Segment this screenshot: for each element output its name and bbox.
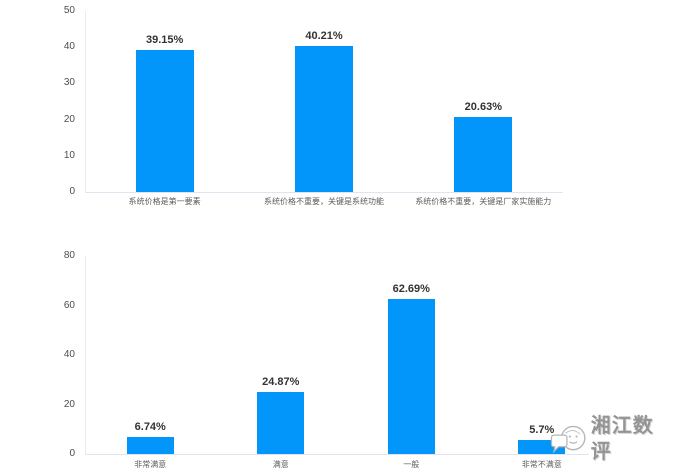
x-category-label: 一般 <box>403 460 420 469</box>
y-axis-line <box>85 256 86 454</box>
bar-value-label: 20.63% <box>464 101 502 114</box>
x-category-label: 系统价格不重要，关键是厂家实施能力 <box>415 197 552 206</box>
y-tick-label: 40 <box>63 41 75 53</box>
bar-value-label: 40.21% <box>305 30 343 43</box>
x-category-label: 非常不满意 <box>521 460 562 469</box>
y-tick-label: 80 <box>63 250 75 261</box>
y-tick-label: 0 <box>69 448 75 459</box>
chat-bubble-sketch-icon <box>550 425 586 454</box>
bar <box>454 117 513 192</box>
bar <box>257 392 305 454</box>
bar <box>387 298 435 454</box>
x-axis-line <box>85 454 607 455</box>
y-tick-label: 0 <box>69 186 75 197</box>
y-tick-label: 20 <box>63 398 75 410</box>
bar-value-label: 24.87% <box>262 376 300 389</box>
bar-value-label: 6.74% <box>134 421 166 434</box>
bar-value-label: 62.69% <box>392 282 430 295</box>
y-tick-label: 40 <box>63 349 75 360</box>
bar-value-label: 39.15% <box>146 34 184 47</box>
y-tick-label: 30 <box>63 77 75 89</box>
watermark-text: 湘江数评 <box>588 413 674 465</box>
x-category-label: 非常满意 <box>134 460 167 469</box>
bar <box>135 50 194 192</box>
bar <box>126 437 174 454</box>
y-tick-label: 50 <box>63 5 75 16</box>
x-category-label: 满意 <box>272 460 289 469</box>
x-category-label: 系统价格是第一要素 <box>128 197 201 206</box>
y-tick-label: 20 <box>63 113 75 125</box>
y-tick-label: 10 <box>63 149 75 161</box>
x-category-label: 系统价格不重要，关键是系统功能 <box>263 197 384 206</box>
watermark: 湘江数评 <box>550 413 674 465</box>
y-axis-line <box>85 11 86 192</box>
bar <box>295 46 353 192</box>
bar-value-label: 5.7% <box>529 423 555 436</box>
x-axis-line <box>85 192 563 193</box>
y-tick-label: 60 <box>63 299 75 311</box>
